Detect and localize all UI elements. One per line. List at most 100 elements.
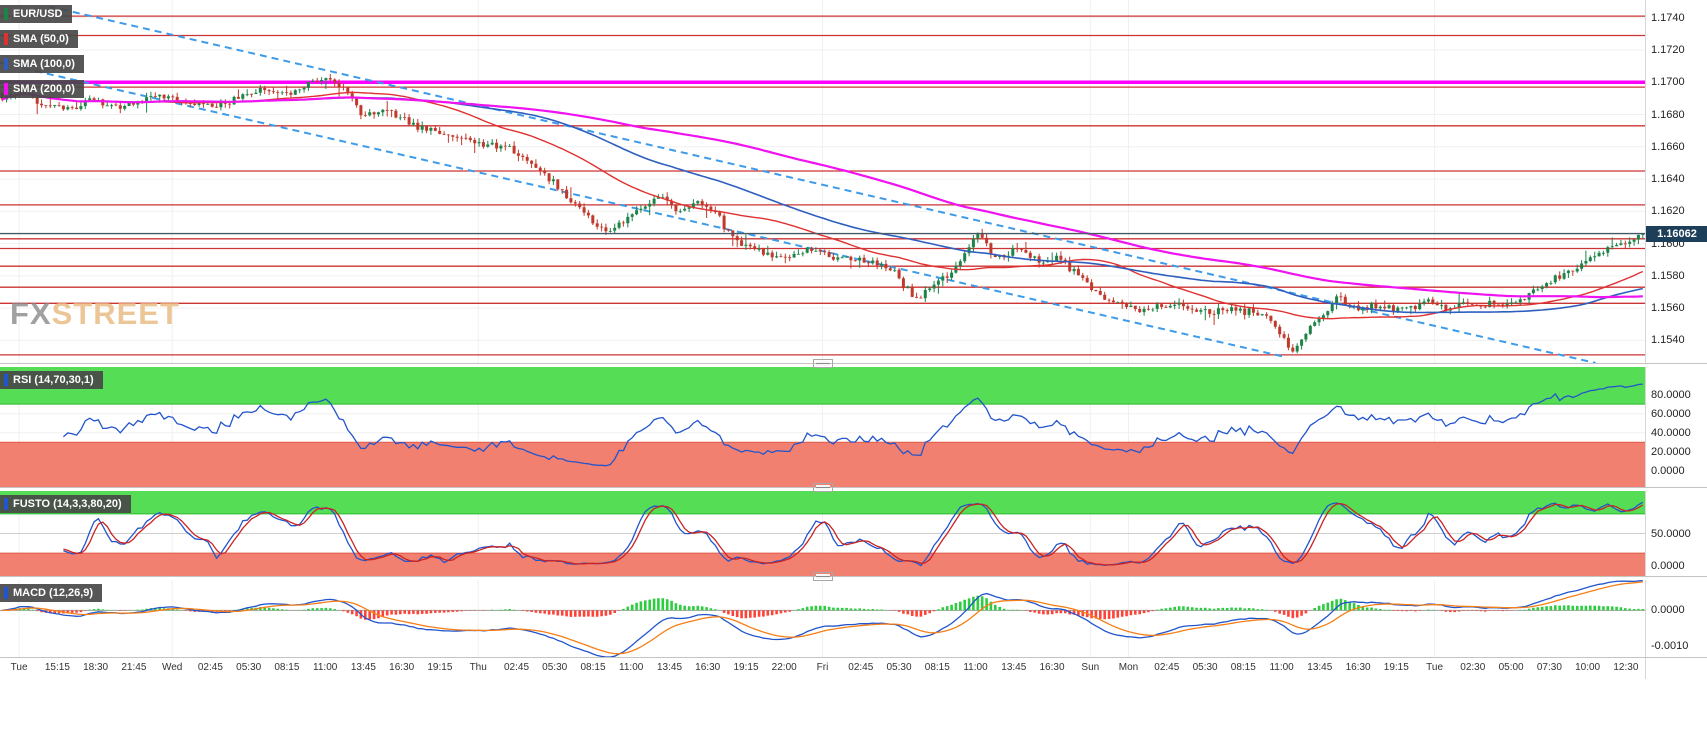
time-label: Tue: [10, 662, 28, 673]
axis-tick-label: 1.1700: [1651, 76, 1685, 89]
stochastic-axis[interactable]: 50.0000 0.0000: [1645, 491, 1707, 576]
time-label: 21:45: [121, 662, 147, 673]
symbol-marker-icon: [4, 8, 8, 20]
legend-sma200[interactable]: SMA (200,0): [0, 80, 84, 98]
time-label: 05:30: [542, 662, 568, 673]
time-label: 05:00: [1498, 662, 1524, 673]
axis-tick-label: 60.0000: [1651, 407, 1691, 420]
time-label: Tue: [1426, 662, 1444, 673]
last-price-badge: 1.16062: [1646, 225, 1707, 242]
time-label: 19:15: [1383, 662, 1409, 673]
axis-tick-label: 1.1740: [1651, 11, 1685, 24]
macd-marker-icon: [4, 587, 8, 599]
main-price-chart[interactable]: EUR/USD SMA (50,0) SMA (100,0) SMA (200,…: [0, 0, 1645, 363]
time-label: 16:30: [695, 662, 721, 673]
rsi-panel[interactable]: RSI (14,70,30,1): [0, 367, 1645, 487]
time-label: 19:15: [427, 662, 453, 673]
legend-rsi-label: RSI (14,70,30,1): [13, 374, 94, 386]
main-panel-row: EUR/USD SMA (50,0) SMA (100,0) SMA (200,…: [0, 0, 1707, 363]
legend-macd-label: MACD (12,26,9): [13, 587, 94, 599]
legend-symbol-label: EUR/USD: [13, 8, 63, 20]
rsi-axis[interactable]: 80.0000 60.0000 40.0000 20.0000 0.0000: [1645, 367, 1707, 487]
bottom-spacer: [0, 679, 1707, 734]
panel-separator: [0, 572, 1707, 581]
main-chart-canvas[interactable]: [0, 0, 1645, 363]
time-axis-corner: [1645, 658, 1707, 679]
rsi-marker-icon: [4, 374, 8, 386]
axis-tick-label: 1.1720: [1651, 44, 1685, 56]
time-label: 18:30: [83, 662, 109, 673]
time-label: 02:45: [848, 662, 874, 673]
rsi-panel-row: RSI (14,70,30,1) 80.0000 60.0000 40.0000 20…: [0, 367, 1707, 487]
time-label: 07:30: [1536, 662, 1562, 673]
axis-tick-label: 1.1540: [1651, 334, 1685, 347]
stochastic-marker-icon: [4, 498, 8, 510]
panel-separator: [0, 359, 1707, 368]
legend-symbol[interactable]: EUR/USD: [0, 5, 72, 23]
axis-tick-label: -0.0010: [1651, 640, 1689, 653]
time-label: 08:15: [1230, 662, 1256, 673]
time-label: 02:45: [197, 662, 223, 673]
stochastic-chart-canvas[interactable]: [0, 491, 1645, 576]
time-label: 02:45: [1154, 662, 1180, 673]
legend-sma100[interactable]: SMA (100,0): [0, 55, 84, 73]
legend-stochastic-label: FUSTO (14,3,3,80,20): [13, 498, 122, 510]
legend-rsi[interactable]: RSI (14,70,30,1): [0, 371, 103, 389]
time-label: 11:00: [963, 662, 988, 673]
axis-tick-label: 0.0000: [1651, 604, 1685, 617]
axis-tick-label: 1.1660: [1651, 140, 1685, 153]
macd-panel-row: MACD (12,26,9) 0.0000 -0.0010: [0, 580, 1707, 657]
time-label: 08:15: [924, 662, 950, 673]
time-label: 11:00: [619, 662, 644, 673]
macd-axis[interactable]: 0.0000 -0.0010: [1645, 580, 1707, 657]
time-label: 11:00: [313, 662, 338, 673]
time-axis[interactable]: Tue 15:15 18:30 21:45 Wed 02:45 05:30 08:15 11:0…: [0, 658, 1645, 680]
macd-chart-canvas[interactable]: [0, 580, 1645, 657]
legend-macd[interactable]: MACD (12,26,9): [0, 584, 103, 602]
panel-resize-handle[interactable]: [813, 483, 833, 492]
panel-resize-handle[interactable]: [813, 572, 833, 581]
price-axis[interactable]: 1.16062 1.1740 1.1720 1.1700 1.1680 1.1660 1.…: [1645, 0, 1707, 363]
legend-stochastic[interactable]: FUSTO (14,3,3,80,20): [0, 495, 131, 513]
axis-tick-label: 1.1680: [1651, 108, 1685, 121]
legend-sma200-label: SMA (200,0): [13, 83, 75, 95]
time-label: 13:45: [350, 662, 376, 673]
time-axis-row: Tue 15:15 18:30 21:45 Wed 02:45 05:30 08:15 11:0…: [0, 657, 1707, 680]
axis-tick-label: 80.0000: [1651, 388, 1691, 401]
axis-tick-label: 1.1560: [1651, 302, 1685, 315]
sma50-marker-icon: [4, 33, 8, 45]
time-label: 16:30: [389, 662, 415, 673]
panel-resize-handle[interactable]: [813, 359, 833, 368]
rsi-chart-canvas[interactable]: [0, 367, 1645, 487]
macd-panel[interactable]: MACD (12,26,9): [0, 580, 1645, 657]
axis-tick-label: 1.1640: [1651, 173, 1685, 186]
sma100-marker-icon: [4, 58, 8, 70]
stoch-panel-row: FUSTO (14,3,3,80,20) 50.0000 0.0000: [0, 491, 1707, 576]
time-label: 12:30: [1613, 662, 1639, 673]
time-label: 05:30: [886, 662, 912, 673]
legend-sma50[interactable]: SMA (50,0): [0, 30, 78, 48]
axis-tick-label: 40.0000: [1651, 426, 1691, 439]
time-label: 13:45: [656, 662, 683, 673]
axis-tick-label: 0.0000: [1651, 560, 1685, 573]
legend-sma50-label: SMA (50,0): [13, 33, 69, 45]
time-label: 08:15: [580, 662, 606, 673]
time-label: 16:30: [1345, 662, 1371, 673]
axis-tick-label: 1.1580: [1651, 269, 1685, 282]
stochastic-panel[interactable]: FUSTO (14,3,3,80,20): [0, 491, 1645, 576]
time-label: 05:30: [1192, 662, 1218, 673]
time-label: 15:15: [44, 662, 70, 673]
time-label: 13:45: [1001, 662, 1027, 673]
time-label: 16:30: [1039, 662, 1065, 673]
axis-tick-label: 20.0000: [1651, 445, 1691, 458]
time-label: 13:45: [1307, 662, 1333, 673]
time-label: Wed: [161, 662, 183, 673]
axis-tick-label: 1.1620: [1651, 205, 1685, 218]
time-label: 02:30: [1460, 662, 1486, 673]
axis-tick-label: 0.0000: [1651, 464, 1685, 477]
time-label: Mon: [1118, 662, 1139, 673]
legend-sma100-label: SMA (100,0): [13, 58, 75, 70]
axis-tick-label: 50.0000: [1651, 527, 1691, 540]
time-label: 08:15: [274, 662, 300, 673]
